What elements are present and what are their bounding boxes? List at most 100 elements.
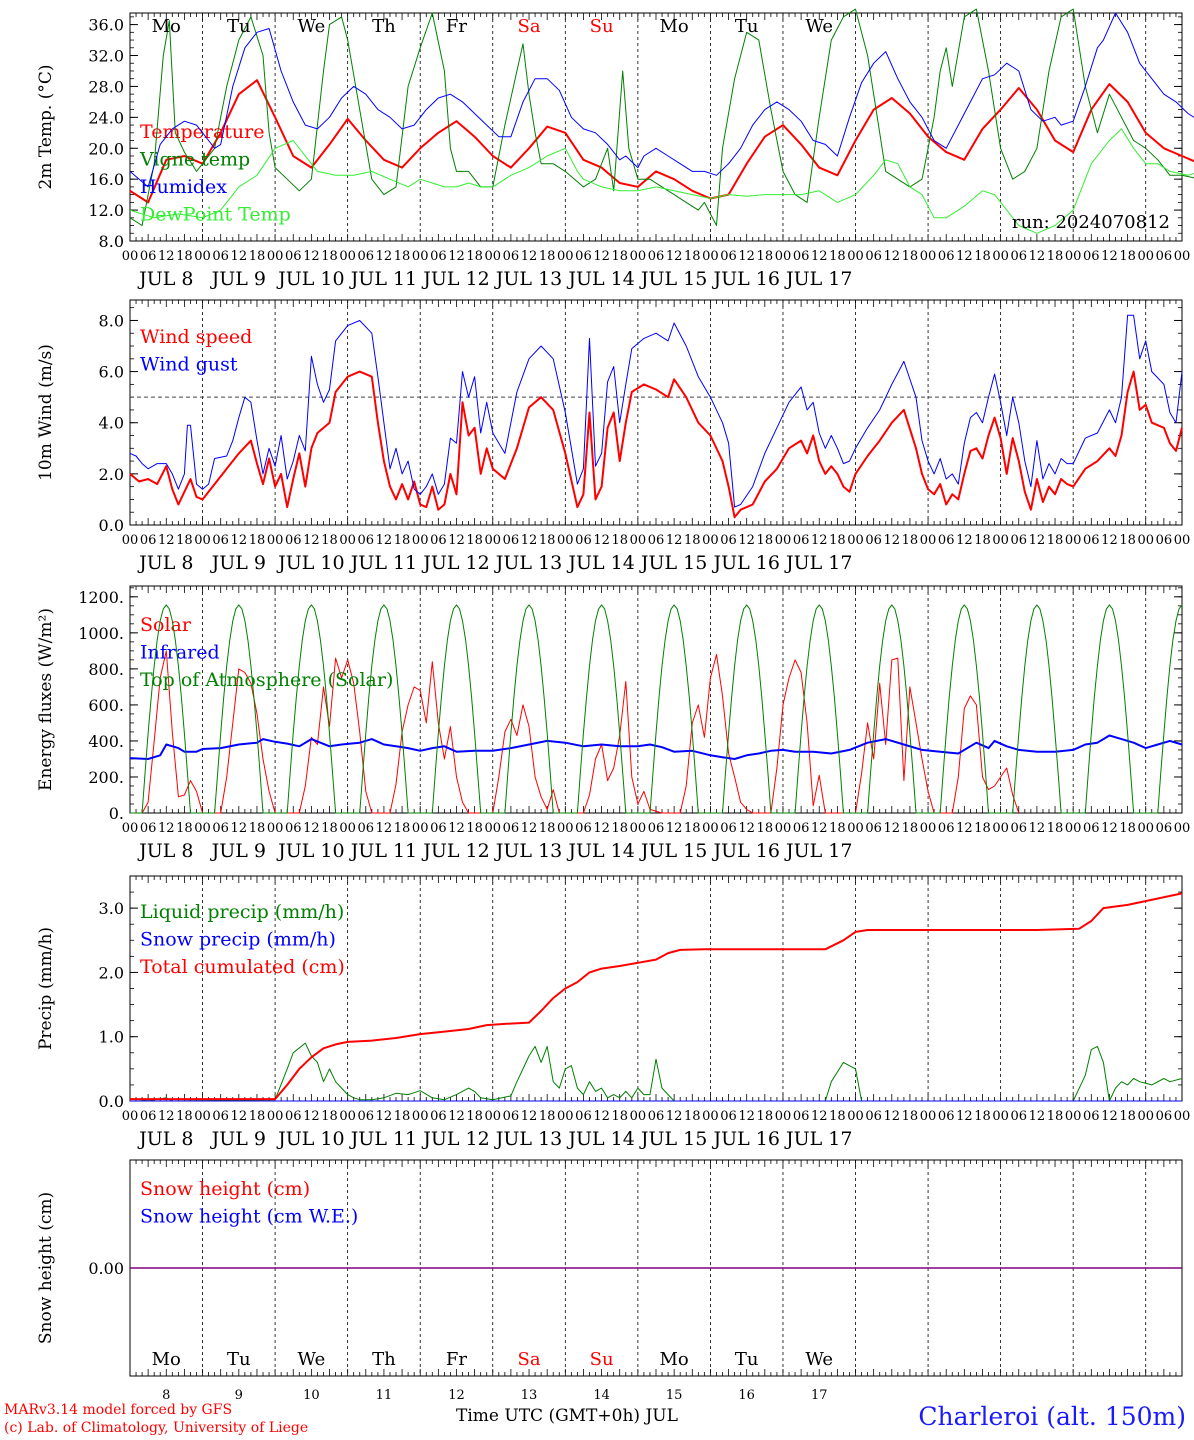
date-label: JUL 13 [494, 268, 562, 290]
hour-tick-label: 06 [938, 249, 955, 264]
hour-tick-label: 12 [884, 1109, 901, 1124]
hour-tick-label: 18 [1047, 821, 1064, 836]
hour-tick-label: 06 [793, 821, 810, 836]
hour-tick-label: 12 [303, 533, 320, 548]
y-tick-label: 2.0 [99, 963, 124, 982]
hour-tick-label: 06 [430, 821, 447, 836]
hour-tick-label: 00 [920, 821, 937, 836]
hour-tick-label: 06 [212, 821, 229, 836]
hour-tick-label: 00 [992, 821, 1009, 836]
day-number-label: 12 [448, 1388, 465, 1403]
date-label: JUL 9 [210, 840, 266, 862]
y-tick-label: 12.0 [88, 201, 124, 220]
hour-tick-label: 12 [884, 249, 901, 264]
hour-tick-label: 06 [358, 1109, 375, 1124]
hour-tick-label: 12 [1101, 249, 1118, 264]
hour-tick-label: 18 [611, 1109, 628, 1124]
hour-tick-label: 06 [575, 1109, 592, 1124]
hour-tick-label: 06 [1156, 249, 1173, 264]
hour-tick-label: 00 [992, 249, 1009, 264]
hour-tick-label: 06 [285, 533, 302, 548]
series-line-solar [130, 650, 1020, 814]
date-label: JUL 8 [137, 1128, 193, 1150]
hour-tick-label: 00 [920, 533, 937, 548]
hour-tick-label: 06 [140, 1109, 157, 1124]
hour-tick-label: 18 [466, 821, 483, 836]
chart-panel-2: 0.0 2.0 4.0 6.0 8.0 10m Wind (m/s) Wind speed W… [36, 299, 1190, 574]
date-label: JUL 13 [494, 1128, 562, 1150]
hour-tick-label: 12 [956, 533, 973, 548]
hour-tick-label: 18 [611, 249, 628, 264]
hour-tick-label: 00 [1065, 533, 1082, 548]
date-label: JUL 14 [566, 1128, 634, 1150]
hour-tick-label: 06 [1010, 821, 1027, 836]
hour-tick-label: 06 [212, 1109, 229, 1124]
series-line-liquid-precip-mm-h [129, 1042, 1183, 1102]
hour-tick-label: 12 [231, 249, 248, 264]
hour-tick-label: 06 [648, 821, 665, 836]
hour-tick-label: 06 [793, 1109, 810, 1124]
y-axis-title: Energy fluxes (W/m²) [36, 608, 56, 791]
hour-tick-label: 12 [158, 533, 175, 548]
hour-tick-label: 12 [376, 533, 393, 548]
hour-tick-label: 00 [122, 533, 139, 548]
legend-entry: Snow height (cm W.E.) [140, 1206, 358, 1228]
hour-tick-label: 00 [194, 821, 211, 836]
hour-tick-label: 18 [466, 249, 483, 264]
hour-tick-label: 12 [884, 821, 901, 836]
x-axis-title: Time UTC (GMT+0h) JUL [456, 1406, 678, 1426]
date-label: JUL 14 [566, 268, 634, 290]
hour-tick-label: 00 [1137, 533, 1154, 548]
day-number-label: 13 [521, 1388, 538, 1403]
hour-tick-label: 00 [484, 821, 501, 836]
hour-tick-label: 18 [394, 821, 411, 836]
lab-credit: (c) Lab. of Climatology, University of L… [4, 1420, 309, 1436]
hour-tick-label: 18 [539, 249, 556, 264]
hour-tick-label: 12 [1029, 1109, 1046, 1124]
hour-tick-label: 06 [865, 1109, 882, 1124]
series-line-wind-speed [129, 370, 1183, 519]
hour-tick-label: 06 [1083, 533, 1100, 548]
hour-tick-label: 06 [938, 1109, 955, 1124]
hour-tick-label: 12 [521, 821, 538, 836]
chart-panel-1: 8.0 12.0 16.0 20.0 24.0 28.0 32.0 36.0 2m Temp. … [36, 8, 1194, 290]
hour-tick-label: 12 [231, 821, 248, 836]
station-name: Charleroi (alt. 150m) [918, 1402, 1186, 1431]
hour-tick-label: 18 [974, 1109, 991, 1124]
day-name: Th [372, 16, 396, 37]
hour-tick-label: 12 [376, 1109, 393, 1124]
hour-tick-label: 06 [938, 821, 955, 836]
hour-tick-label: 18 [974, 821, 991, 836]
date-label: JUL 12 [421, 1128, 489, 1150]
hour-tick-label: 12 [303, 249, 320, 264]
hour-tick-label: 12 [811, 821, 828, 836]
hour-tick-label: 00 [267, 821, 284, 836]
hour-tick-label: 12 [956, 249, 973, 264]
hour-tick-label: 00 [775, 533, 792, 548]
hour-tick-label: 12 [1029, 821, 1046, 836]
hour-tick-label: 06 [140, 533, 157, 548]
hour-tick-label: 00 [630, 533, 647, 548]
y-tick-label: 400. [88, 732, 124, 751]
series-line-infrared [129, 734, 1183, 760]
hour-tick-label: 06 [285, 249, 302, 264]
hour-tick-label: 00 [122, 821, 139, 836]
hour-tick-label: 06 [793, 533, 810, 548]
y-tick-label: 36.0 [88, 16, 124, 35]
hour-tick-label: 06 [430, 249, 447, 264]
hour-tick-label: 18 [466, 1109, 483, 1124]
date-label: JUL 12 [421, 840, 489, 862]
chart-panel-5: 0.00 Snow height (cm) Snow height (cm) Snow… [36, 1159, 1183, 1403]
hour-tick-label: 18 [902, 533, 919, 548]
day-number-label: 11 [376, 1388, 393, 1403]
y-axis-title: Precip (mm/h) [36, 927, 56, 1050]
hour-tick-label: 00 [702, 533, 719, 548]
date-label: JUL 17 [784, 1128, 852, 1150]
hour-tick-label: 12 [448, 821, 465, 836]
hour-tick-label: 06 [1156, 821, 1173, 836]
legend-entry: Total cumulated (cm) [140, 956, 345, 978]
hour-tick-label: 12 [1029, 249, 1046, 264]
series-line-humidex [129, 12, 1194, 188]
hour-tick-label: 12 [376, 821, 393, 836]
hour-tick-label: 06 [648, 1109, 665, 1124]
